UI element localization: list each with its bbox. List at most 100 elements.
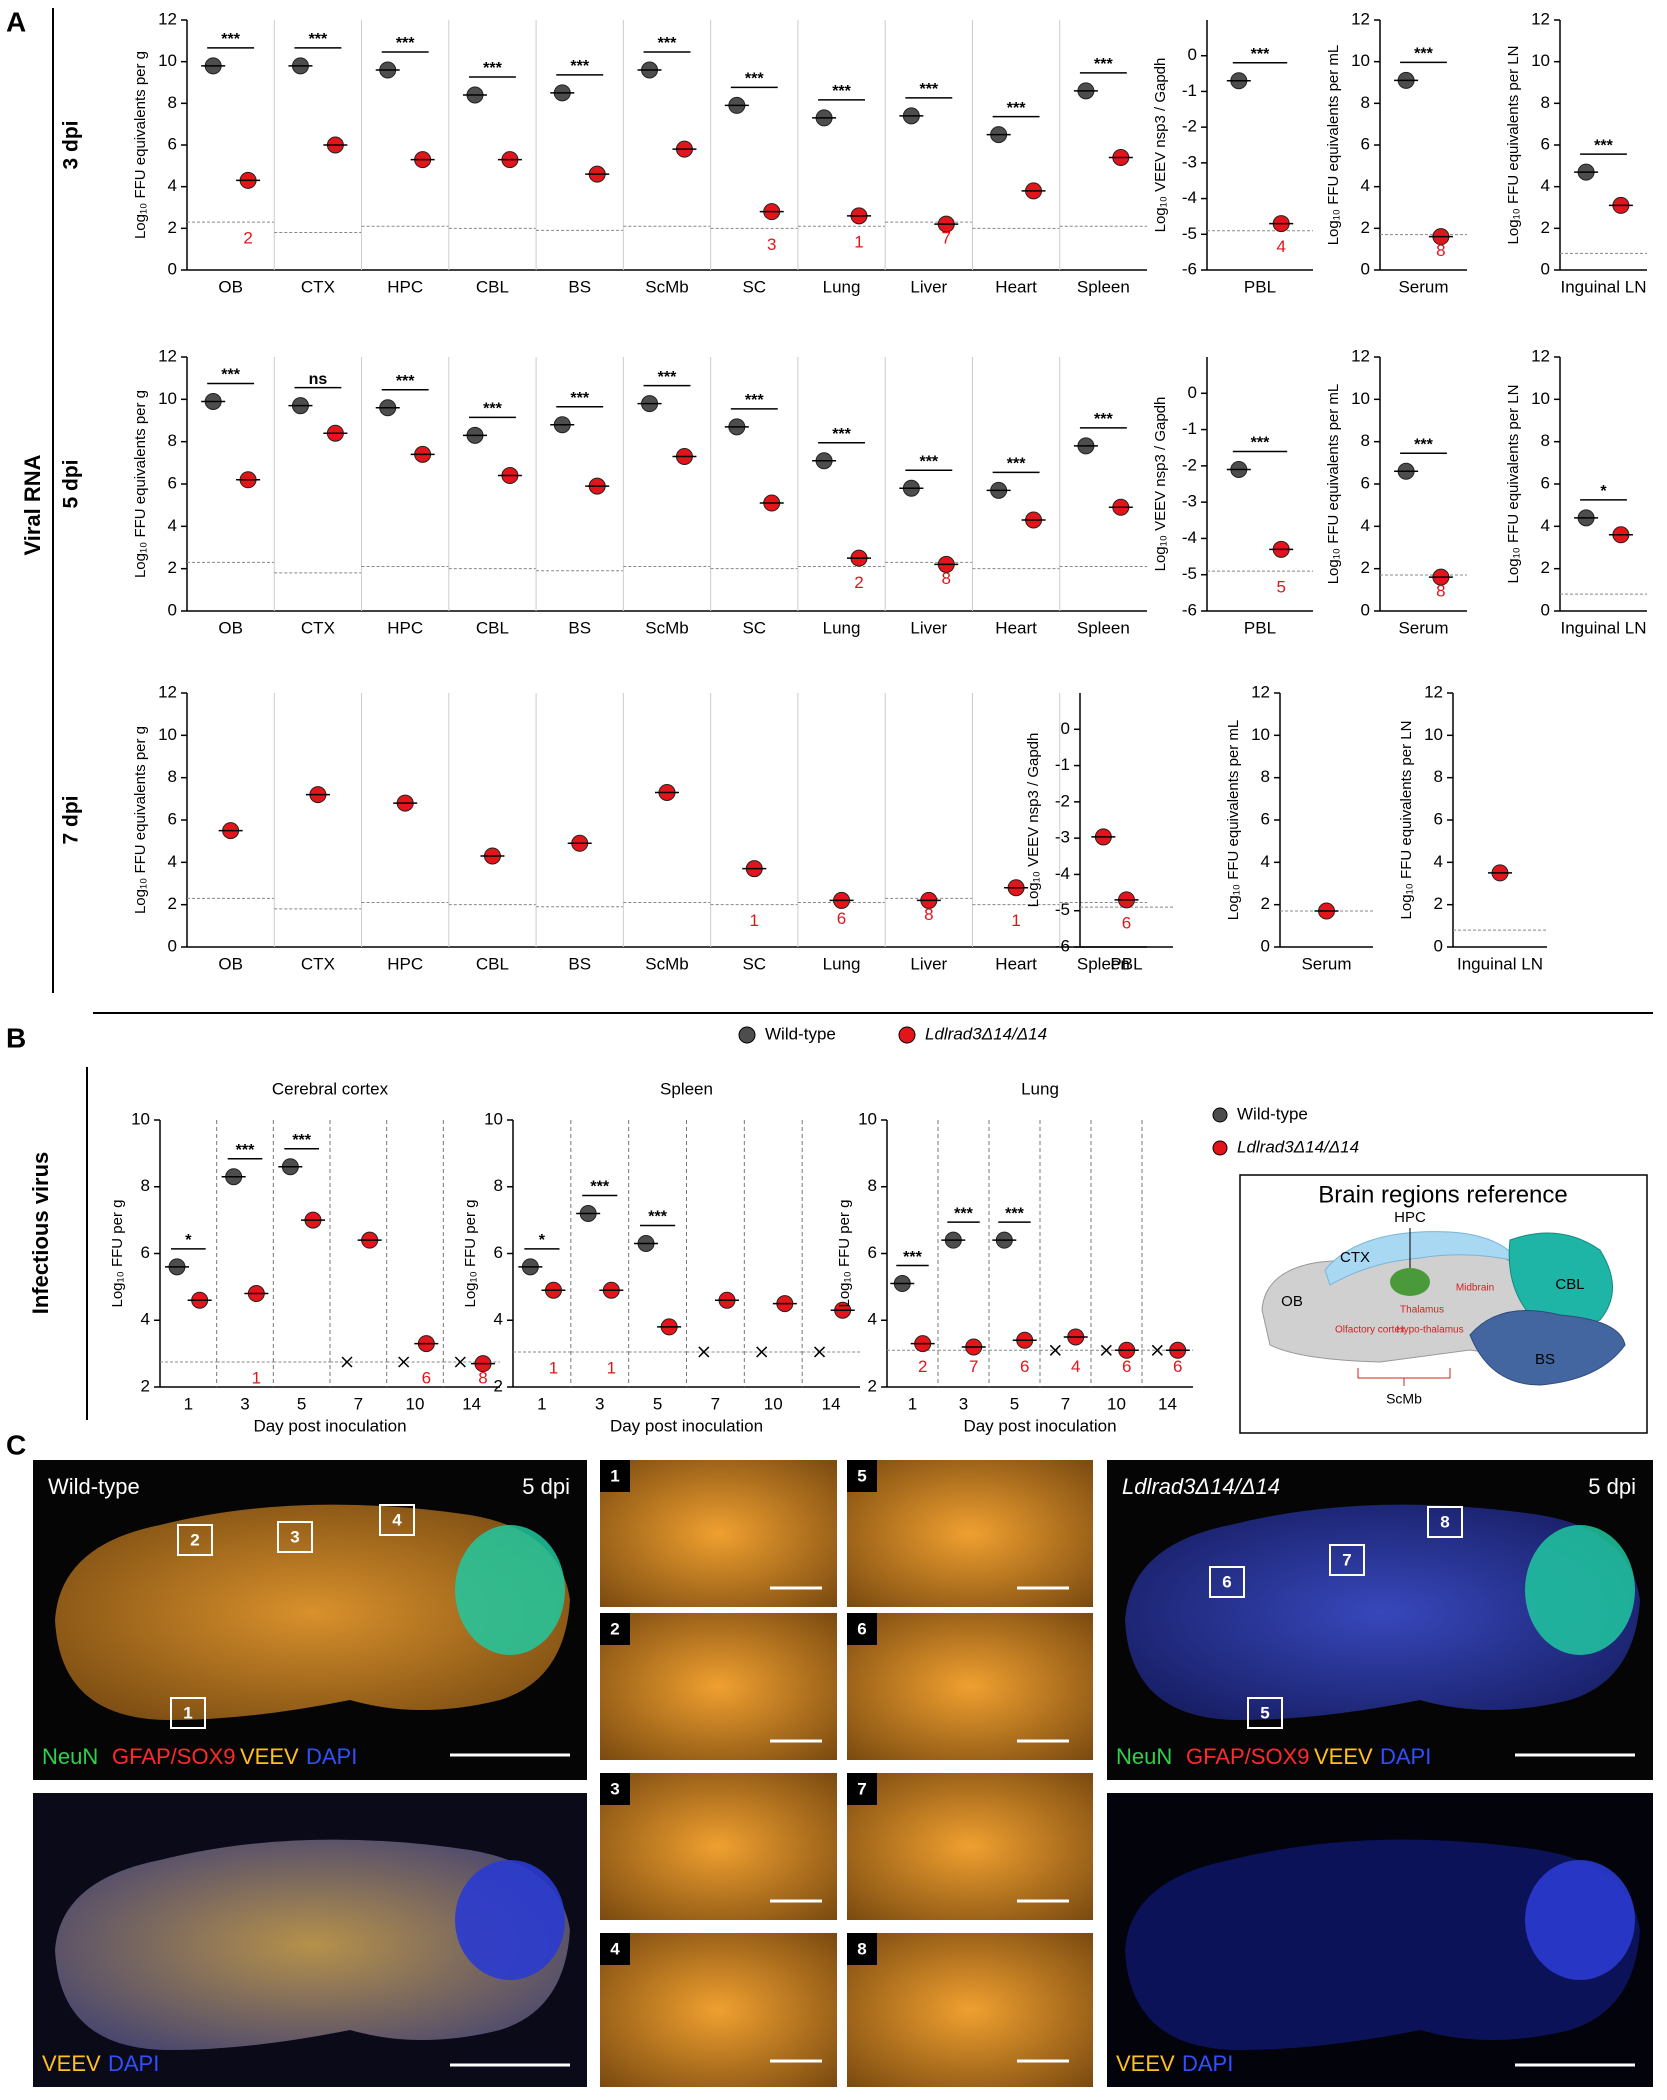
lod-count: 2 [243, 229, 252, 248]
region-label: Thalamus [1400, 1305, 1444, 1316]
region-box [1247, 1697, 1283, 1729]
y-tick-label: 2 [494, 1376, 503, 1395]
inset-number: 7 [857, 1779, 866, 1798]
inset-number: 5 [857, 1466, 866, 1485]
y-tick-label: 4 [168, 516, 177, 535]
brain-section [55, 1839, 570, 2050]
x-tick-label: 5 [297, 1394, 306, 1413]
stain-label: VEEV [1116, 2051, 1175, 2076]
lod-count: 2 [918, 1357, 927, 1376]
region-box [1209, 1566, 1245, 1598]
legend-label: Wild-type [1237, 1104, 1308, 1123]
significance: *** [1594, 137, 1613, 154]
y-axis-label: Log₁₀ FFU equivalents per LN [1398, 721, 1415, 920]
x-tick-label: HPC [387, 954, 423, 973]
lod-count: 6 [837, 909, 846, 928]
x-tick-label: 7 [1061, 1394, 1070, 1413]
inset [847, 1460, 1093, 1607]
x-tick-label: 7 [354, 1394, 363, 1413]
inset [600, 1773, 837, 1920]
y-axis-label: Log₁₀ VEEV nsp3 / Gapdh [1025, 733, 1042, 908]
region-box [1427, 1506, 1463, 1538]
x-tick-label: OB [218, 277, 243, 296]
significance: *** [919, 453, 938, 470]
significance: *** [590, 1179, 609, 1196]
y-tick-label: 8 [868, 1176, 877, 1195]
significance: *** [1251, 46, 1270, 63]
x-tick-label: 1 [184, 1394, 193, 1413]
x-tick-label: Lung [823, 277, 861, 296]
x-tick-label: 5 [1010, 1394, 1019, 1413]
x-tick-label: 14 [1158, 1394, 1177, 1413]
chart-title: Spleen [660, 1079, 713, 1098]
x-tick-label: 3 [959, 1394, 968, 1413]
y-tick-label: 4 [1541, 516, 1550, 535]
y-tick-label: 8 [1434, 767, 1443, 786]
significance: *** [832, 83, 851, 100]
hpc-shape [1390, 1268, 1430, 1296]
cerebellum [455, 1525, 565, 1655]
significance: *** [309, 31, 328, 48]
significance: *** [570, 58, 589, 75]
y-tick-label: 8 [141, 1176, 150, 1195]
y-tick-label: 4 [1261, 852, 1270, 871]
x-tick-label: Spleen [1077, 618, 1130, 637]
stain-label: DAPI [1380, 1744, 1431, 1769]
significance: *** [221, 31, 240, 48]
image-title: Wild-type [48, 1474, 140, 1499]
y-tick-label: 0 [1541, 600, 1550, 619]
x-tick-label: ScMb [645, 277, 688, 296]
region-box-label: 3 [290, 1527, 299, 1546]
inset-number: 3 [610, 1779, 619, 1798]
inset [600, 1460, 837, 1607]
region-label: HPC [1394, 1209, 1426, 1226]
significance: *** [1414, 46, 1433, 63]
region-label: Midbrain [1456, 1283, 1494, 1294]
x-tick-label: Heart [995, 954, 1037, 973]
x-tick-label: Inguinal LN [1457, 954, 1543, 973]
inset-number-bg [600, 1773, 630, 1805]
image-title: 5 dpi [522, 1474, 570, 1499]
lod-count: 1 [1011, 911, 1020, 930]
y-tick-label: 10 [158, 725, 177, 744]
region-label: ScMb [1386, 1391, 1422, 1407]
image-labels: Wild-type 5 dpi Ldlrad3Δ14/Δ14 5 dpi Neu… [42, 1474, 1636, 2076]
y-tick-label: 6 [168, 809, 177, 828]
stain-label: DAPI [306, 1744, 357, 1769]
x-tick-label: Serum [1398, 618, 1448, 637]
y-tick-label: -5 [1055, 900, 1070, 919]
y-tick-label: 12 [1531, 9, 1550, 28]
x-tick-label: ScMb [645, 618, 688, 637]
y-tick-label: 10 [158, 389, 177, 408]
x-tick-label: 3 [240, 1394, 249, 1413]
lod-count: 6 [1173, 1357, 1182, 1376]
not-detected [1100, 1344, 1112, 1356]
region-label: Olfactory cortex [1335, 1325, 1405, 1336]
lod-count: 8 [1436, 582, 1445, 601]
not-detected [698, 1346, 710, 1358]
legend-swatch [1212, 1107, 1228, 1123]
row-label: 3 dpi [60, 120, 83, 169]
x-tick-label: 5 [653, 1394, 662, 1413]
x-tick-label: SC [742, 954, 766, 973]
x-tick-label: PBL [1244, 618, 1276, 637]
x-tick-label: Spleen [1077, 954, 1130, 973]
inset [600, 1613, 837, 1760]
lod-count: 8 [942, 569, 951, 588]
x-axis-label: Day post inoculation [253, 1416, 406, 1435]
y-tick-label: 2 [168, 218, 177, 237]
x-tick-label: BS [568, 954, 591, 973]
y-tick-label: 2 [1434, 894, 1443, 913]
panel-label: B [6, 1022, 26, 1053]
cbl-shape [1508, 1232, 1613, 1327]
significance: *** [903, 1249, 922, 1266]
y-tick-label: 8 [1261, 767, 1270, 786]
region-box [177, 1524, 213, 1556]
legend-swatch [1212, 1140, 1228, 1156]
significance: *** [483, 60, 502, 77]
region-box-label: 8 [1440, 1512, 1449, 1531]
x-tick-label: PBL [1110, 954, 1142, 973]
side-label: Infectious virus [28, 1152, 53, 1315]
inset-number: 2 [610, 1619, 619, 1638]
lod-count: 8 [478, 1368, 487, 1387]
